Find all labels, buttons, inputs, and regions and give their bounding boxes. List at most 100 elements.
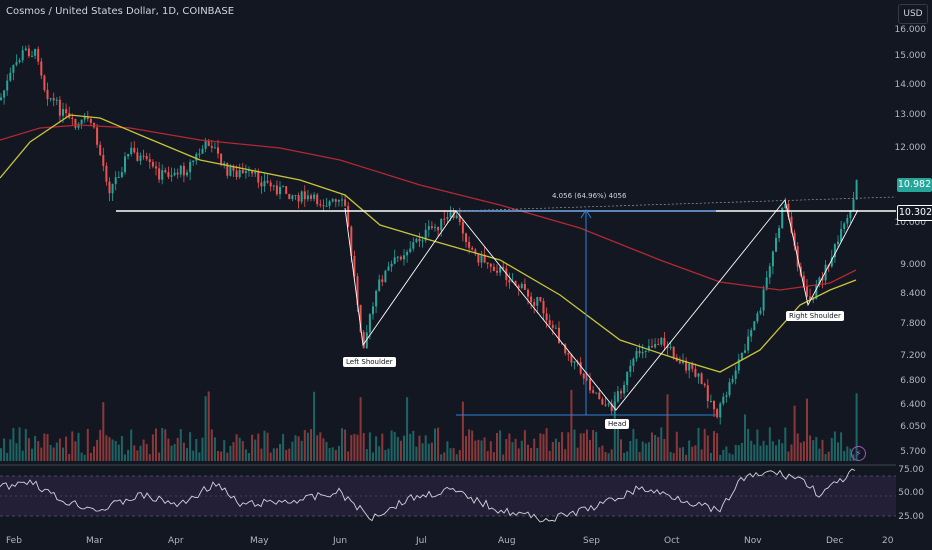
volume-bar [638, 452, 641, 461]
candle-body [3, 90, 6, 98]
candle-body [731, 378, 734, 383]
candle-body [179, 165, 182, 175]
candle-body [561, 343, 564, 345]
volume-bar [709, 452, 712, 461]
volume-bar [849, 448, 852, 461]
price-tick-label: 5.700 [900, 447, 926, 457]
volume-bar [793, 405, 796, 461]
candle-body [508, 279, 511, 283]
candle-body [709, 400, 712, 402]
time-tick-label: Jul [416, 536, 427, 546]
candle-body [595, 392, 598, 394]
volume-bar [437, 427, 440, 461]
candle-body [688, 363, 691, 371]
time-tick-label: Oct [664, 536, 680, 546]
volume-bar [272, 448, 275, 461]
candle-body [189, 162, 192, 173]
candle-body [406, 251, 409, 256]
candle-body [753, 321, 756, 331]
candle-body [443, 218, 446, 220]
price-tick-label: 10.000 [894, 218, 927, 228]
candle-body [446, 217, 449, 219]
volume-bar [6, 452, 9, 461]
candle-body [437, 226, 440, 231]
candle-body [604, 404, 607, 406]
candle-body [74, 119, 77, 128]
pane-divider[interactable] [0, 464, 896, 466]
candle-body [480, 254, 483, 263]
candle-body [269, 182, 272, 187]
candle-body [272, 185, 275, 187]
candle-body [291, 195, 294, 200]
candle-body [740, 352, 743, 360]
candle-body [678, 361, 681, 364]
candle-body [220, 153, 223, 165]
volume-bar [592, 429, 595, 461]
volume-bar [306, 432, 309, 461]
candle-body [716, 409, 719, 418]
volume-bar [52, 447, 55, 461]
lightning-icon[interactable]: ⚡ [851, 446, 866, 461]
candle-body [86, 116, 89, 119]
volume-bar [46, 434, 49, 461]
volume-bar [837, 442, 839, 461]
volume-bar [486, 451, 489, 461]
volume-bar [561, 432, 564, 461]
candle-body [598, 392, 601, 400]
volume-bar [716, 433, 719, 461]
candle-body [474, 249, 477, 254]
candle-body [846, 217, 849, 224]
volume-bar [821, 439, 824, 461]
candle-body [818, 277, 821, 285]
candle-body [722, 396, 725, 404]
volume-bar [24, 429, 27, 461]
candle-body [356, 276, 359, 305]
candle-body [449, 212, 452, 218]
candle-body [412, 242, 415, 249]
candle-body [610, 403, 613, 411]
volume-bar [480, 440, 483, 461]
volume-bar [558, 441, 560, 461]
candle-body [15, 62, 18, 65]
time-tick-label: Mar [86, 536, 103, 546]
price-tick-label: 12.000 [894, 143, 927, 153]
volume-bar [49, 444, 52, 461]
volume-bar [161, 427, 164, 461]
volume-bar [753, 444, 756, 461]
volume-bar [567, 432, 570, 461]
volume-bar [387, 448, 390, 461]
measure-arrowhead [580, 209, 592, 219]
volume-bar [771, 441, 774, 461]
rsi-tick-label: 50.00 [898, 488, 924, 498]
volume-bar [114, 440, 117, 461]
volume-bar [37, 441, 40, 461]
candle-body [830, 257, 833, 267]
candle-body [83, 116, 86, 120]
candle-body [638, 351, 641, 354]
volume-bar [492, 452, 495, 461]
candle-body [765, 277, 768, 290]
volume-bar [706, 435, 709, 461]
candle-body [744, 350, 746, 353]
price-tick-label: 14.000 [894, 80, 927, 90]
time-tick-label: Apr [168, 536, 184, 546]
volume-bar [93, 446, 95, 461]
candle-body [266, 180, 269, 183]
candle-body [396, 256, 399, 258]
candle-body [368, 314, 371, 333]
candle-body [170, 175, 173, 177]
candle-body [461, 221, 464, 234]
volume-bar [737, 445, 740, 461]
volume-bar [288, 448, 291, 461]
volume-bar [579, 433, 582, 461]
volume-bar [173, 444, 176, 461]
candle-body [322, 205, 325, 207]
volume-bar [9, 439, 12, 461]
currency-button[interactable]: USD [898, 4, 928, 24]
volume-bar [846, 446, 849, 461]
candle-body [434, 226, 436, 228]
measure-readout: 4.056 (64.96%) 4056 [552, 192, 627, 200]
candle-body [601, 399, 604, 405]
candle-body [24, 48, 27, 51]
